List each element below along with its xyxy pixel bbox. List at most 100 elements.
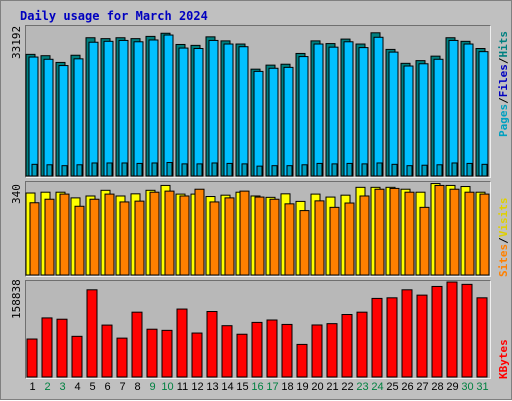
- pages-bar: [166, 162, 173, 177]
- legend-kbytes: KBytes: [497, 339, 510, 379]
- kbytes-bar: [176, 308, 188, 378]
- sites-bar: [179, 195, 190, 276]
- files-bar: [268, 67, 279, 177]
- kbytes-bar: [86, 289, 98, 378]
- pages-bar: [421, 164, 428, 177]
- files-bar: [253, 70, 264, 177]
- pages-bar: [316, 162, 323, 177]
- sites-bar: [254, 196, 265, 276]
- sites-bar: [359, 195, 370, 276]
- kbytes-bar: [266, 319, 278, 378]
- files-bar: [208, 39, 219, 177]
- pages-bar: [406, 165, 413, 177]
- files-bar: [478, 51, 489, 177]
- sites-bar: [449, 188, 460, 276]
- legend-hits: Hits: [497, 31, 510, 58]
- sites-bar: [209, 201, 220, 276]
- day-label: 8: [134, 381, 141, 393]
- files-bar: [283, 66, 294, 177]
- pages-bar: [31, 163, 38, 177]
- sites-bar: [329, 206, 340, 276]
- sites-bar: [44, 198, 55, 276]
- legend-separator: /: [497, 57, 510, 65]
- kbytes-bar: [356, 311, 368, 378]
- kbytes-bar: [326, 323, 338, 378]
- files-bar: [118, 39, 129, 177]
- day-label: 4: [74, 381, 81, 393]
- day-label: 19: [296, 381, 309, 393]
- legend-visits: Visits: [497, 197, 510, 238]
- files-bar: [58, 65, 69, 177]
- pages-bar: [91, 162, 98, 177]
- sites-bar: [74, 205, 85, 276]
- legend-sites: Sites: [497, 243, 510, 277]
- files-bar: [148, 39, 159, 177]
- kbytes-bar: [476, 297, 488, 378]
- day-label: 16: [251, 381, 264, 393]
- pages-bar: [226, 162, 233, 177]
- pages-bar: [466, 162, 473, 177]
- pages-bar: [361, 163, 368, 177]
- day-label: 10: [161, 381, 174, 393]
- sites-bar: [299, 210, 310, 276]
- day-label: 7: [119, 381, 126, 393]
- day-label: 18: [281, 381, 294, 393]
- files-bar: [28, 56, 39, 177]
- sites-bar: [119, 201, 130, 276]
- kbytes-bar: [131, 311, 143, 378]
- sites-bar: [404, 191, 415, 276]
- kbytes-bar: [236, 333, 248, 378]
- pages-bar: [286, 165, 293, 177]
- pages-bar: [346, 162, 353, 177]
- hits-axis-max-label: 33192: [10, 25, 23, 59]
- kbytes-bar: [446, 281, 458, 378]
- pages-bar: [256, 165, 263, 177]
- sites-bar: [464, 191, 475, 276]
- kbytes-bar: [341, 313, 353, 378]
- kbytes-bar: [26, 338, 38, 378]
- kbytes-bar: [401, 289, 413, 378]
- files-bar: [418, 63, 429, 177]
- day-label: 1: [29, 381, 36, 393]
- kbytes-bar: [416, 294, 428, 378]
- files-bar: [193, 48, 204, 177]
- day-label: 5: [89, 381, 96, 393]
- day-label: 20: [311, 381, 324, 393]
- kbytes-bar: [71, 335, 83, 378]
- day-label: 12: [191, 381, 204, 393]
- day-label: 13: [206, 381, 219, 393]
- files-bar: [313, 43, 324, 177]
- pages-bar: [451, 162, 458, 177]
- pages-bar: [46, 164, 53, 177]
- kbytes-bar: [281, 323, 293, 378]
- day-label: 30: [461, 381, 474, 393]
- files-bar: [238, 46, 249, 177]
- pages-bar: [106, 162, 113, 177]
- legend-hits-files-pages: Pages/Files/Hits: [495, 25, 511, 178]
- day-label: 9: [149, 381, 156, 393]
- sites-bar: [434, 184, 445, 276]
- files-bar: [433, 58, 444, 177]
- sites-bar: [284, 203, 295, 276]
- pages-bar: [331, 163, 338, 177]
- visits-axis-max-label: 340: [10, 184, 23, 204]
- kbytes-bar: [251, 321, 263, 378]
- day-label: 11: [176, 381, 189, 393]
- day-label: 3: [59, 381, 66, 393]
- sites-bar: [59, 193, 70, 276]
- legend-pages: Pages: [497, 103, 510, 137]
- files-bar: [178, 47, 189, 177]
- day-label: 28: [431, 381, 444, 393]
- legend-visits-sites: Sites/Visits: [495, 181, 511, 278]
- files-bar: [133, 41, 144, 177]
- files-bar: [328, 46, 339, 177]
- sites-bar: [374, 188, 385, 276]
- pages-bar: [301, 164, 308, 177]
- files-bar: [43, 58, 54, 177]
- sites-bar: [344, 202, 355, 276]
- sites-bar: [194, 188, 205, 276]
- files-bar: [223, 43, 234, 177]
- pages-bar: [481, 163, 488, 177]
- day-label: 31: [476, 381, 489, 393]
